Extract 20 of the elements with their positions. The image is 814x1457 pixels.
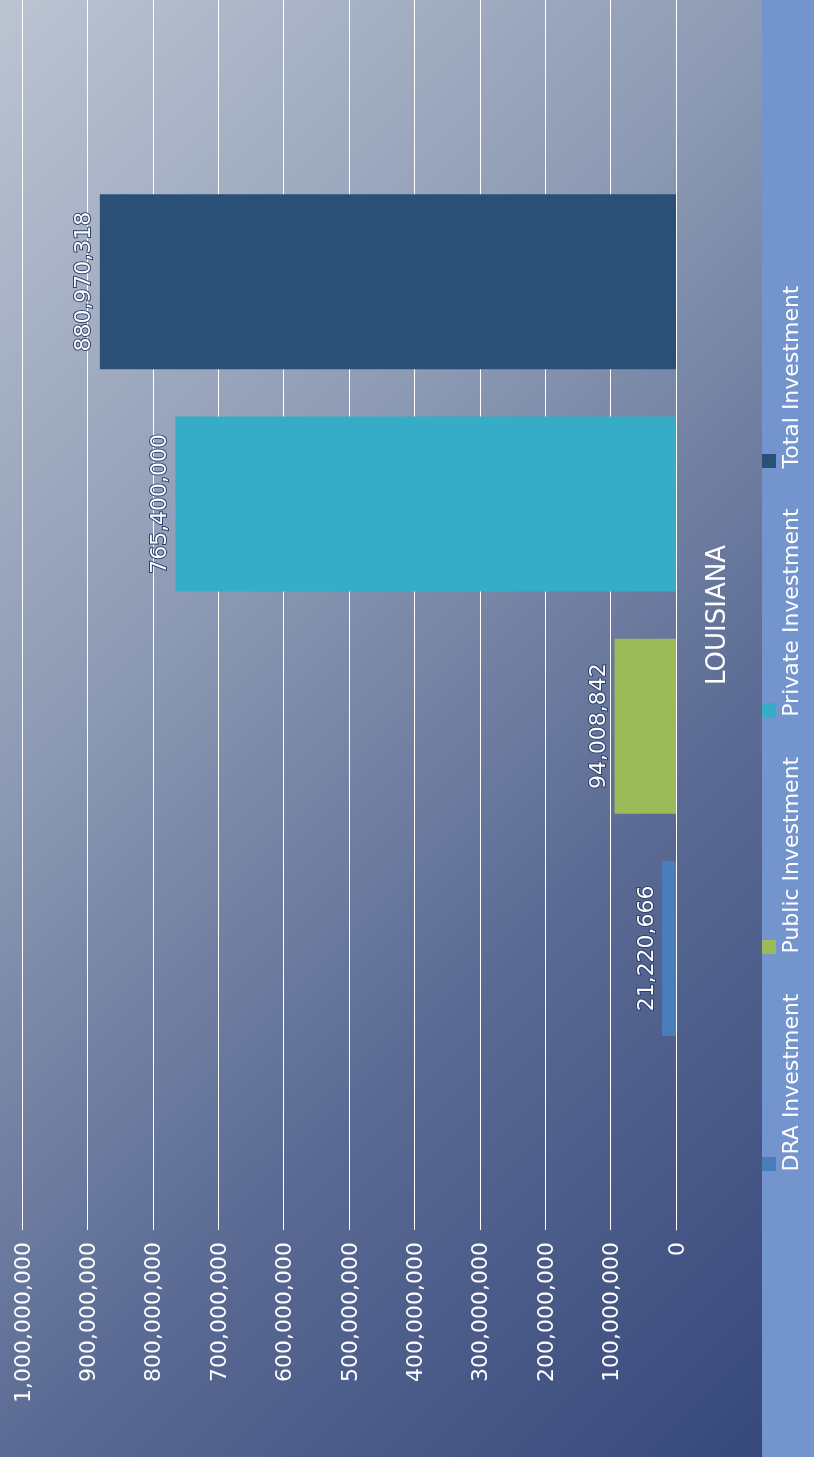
x-tick-label: 700,000,000 <box>205 1242 231 1382</box>
text: DRA Investment <box>777 993 803 1172</box>
x-tick-label: 100,000,000 <box>598 1242 624 1382</box>
data-label: 21,220,666 <box>632 885 658 1012</box>
x-tick-label: 0 <box>663 1242 689 1256</box>
y-tick-label: LOUISIANA <box>701 544 731 685</box>
x-tick-label: 200,000,000 <box>532 1242 558 1382</box>
text: Public Investment <box>777 756 803 954</box>
text: Total Investment <box>777 285 803 470</box>
x-tick-label: 300,000,000 <box>467 1242 493 1382</box>
x-tick-label: 900,000,000 <box>74 1242 100 1382</box>
x-tick-label: 600,000,000 <box>271 1242 297 1382</box>
data-label: 765,400,000 <box>145 433 171 574</box>
data-label: 94,008,842 <box>585 663 611 790</box>
text: Private Investment <box>777 508 803 717</box>
x-tick-label: 500,000,000 <box>336 1242 362 1382</box>
x-tick-label: 1,000,000,000 <box>9 1242 35 1403</box>
data-label: 880,970,318 <box>70 211 96 352</box>
x-tick-label: 400,000,000 <box>401 1242 427 1382</box>
x-tick-label: 800,000,000 <box>140 1242 166 1382</box>
